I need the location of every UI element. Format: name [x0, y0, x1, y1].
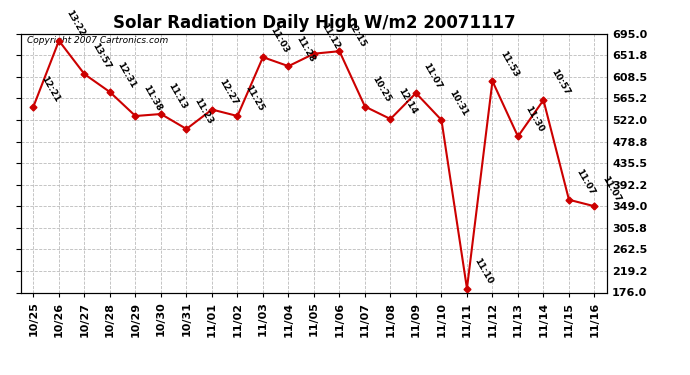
Text: 12:21: 12:21 [39, 75, 61, 104]
Title: Solar Radiation Daily High W/m2 20071117: Solar Radiation Daily High W/m2 20071117 [112, 14, 515, 32]
Text: 11:07: 11:07 [575, 168, 597, 197]
Text: 11:03: 11:03 [268, 25, 290, 54]
Text: 12:31: 12:31 [115, 60, 137, 89]
Text: 11:30: 11:30 [524, 105, 546, 134]
Text: 13:57: 13:57 [90, 42, 112, 71]
Text: 12:15: 12:15 [345, 19, 367, 48]
Text: 11:25: 11:25 [243, 84, 265, 113]
Text: 11:53: 11:53 [498, 49, 520, 78]
Text: 11:07: 11:07 [600, 174, 622, 204]
Text: 11:13: 11:13 [166, 82, 188, 111]
Text: 13:22: 13:22 [64, 9, 87, 38]
Text: 10:31: 10:31 [447, 88, 469, 117]
Text: 11:28: 11:28 [294, 34, 316, 63]
Text: 11:07: 11:07 [422, 61, 444, 90]
Text: 11:23: 11:23 [192, 97, 214, 126]
Text: 10:57: 10:57 [549, 68, 571, 97]
Text: 11:12: 11:12 [319, 22, 342, 51]
Text: 10:25: 10:25 [371, 75, 393, 104]
Text: 12:14: 12:14 [396, 87, 418, 116]
Text: 11:10: 11:10 [473, 256, 495, 286]
Text: 11:38: 11:38 [141, 84, 163, 113]
Text: Copyright 2007 Cartronics.com: Copyright 2007 Cartronics.com [26, 36, 168, 45]
Text: 12:27: 12:27 [217, 77, 239, 107]
